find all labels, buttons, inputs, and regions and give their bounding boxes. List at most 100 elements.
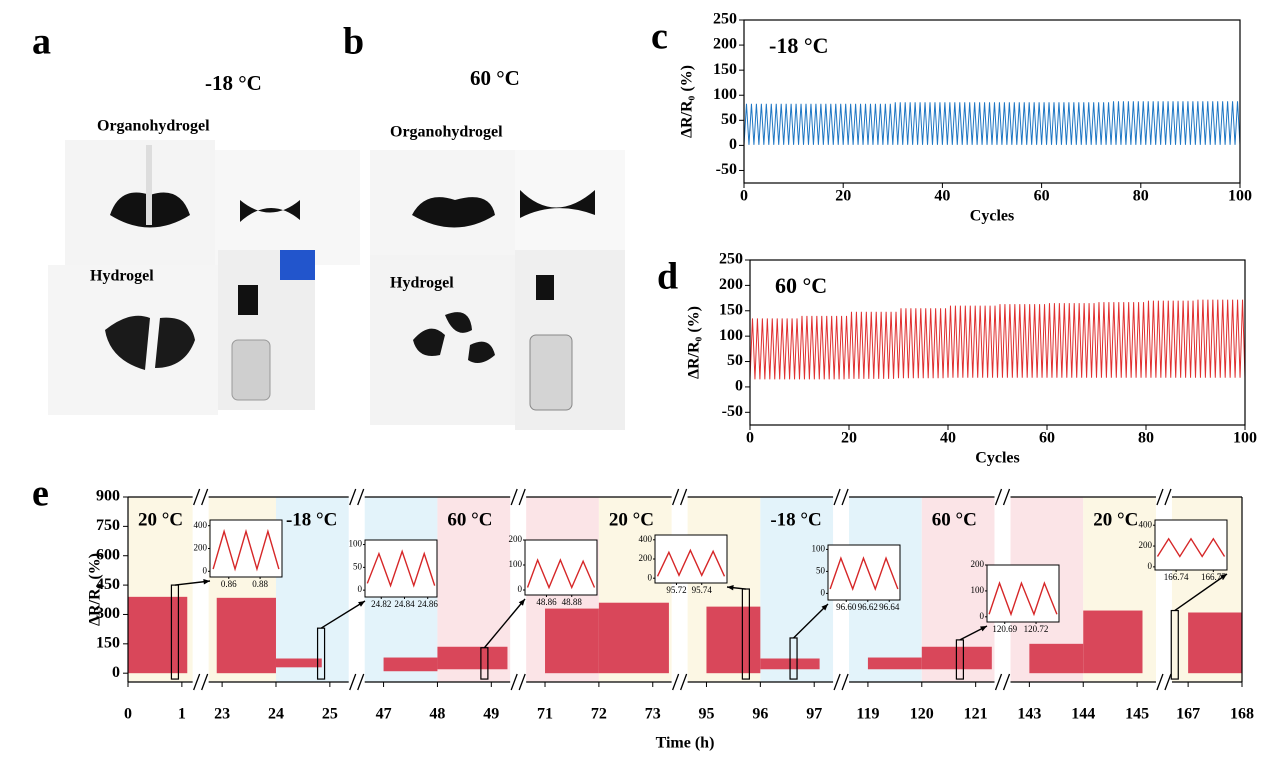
x-tick-label: 168 xyxy=(1230,706,1254,723)
inset-x-tick-label: 120.69 xyxy=(992,624,1017,634)
x-tick-label: 49 xyxy=(483,706,499,723)
axis-break xyxy=(1002,488,1011,506)
arrow-head xyxy=(727,584,734,591)
axis-break xyxy=(833,488,841,506)
inset-y-tick-label: 400 xyxy=(194,520,208,530)
x-tick-label: 0 xyxy=(740,188,748,205)
x-tick-label: 72 xyxy=(591,706,607,723)
axis-break xyxy=(1156,673,1164,691)
axis-break xyxy=(994,488,1003,506)
signal-band xyxy=(275,658,322,668)
x-tick-label: 100 xyxy=(1228,188,1252,205)
callout-arrow xyxy=(793,603,829,639)
x-tick-label: 1 xyxy=(178,706,186,723)
y-tick-label: 150 xyxy=(719,301,743,318)
x-tick-label: 24 xyxy=(268,706,284,723)
sample xyxy=(412,197,495,228)
inset-frame xyxy=(1154,519,1228,571)
y-tick-label: 100 xyxy=(719,327,743,344)
photo-label: Organohydrogel xyxy=(390,124,503,141)
y-tick-label: 0 xyxy=(735,378,743,395)
y-tick-label: -50 xyxy=(716,161,737,178)
x-tick-label: 80 xyxy=(1133,188,1149,205)
data-line xyxy=(743,101,1241,145)
inset-frame xyxy=(524,539,598,596)
plot-frame xyxy=(743,19,1241,184)
sample xyxy=(536,275,554,300)
y-tick-label: 750 xyxy=(96,517,120,534)
x-tick-label: 100 xyxy=(1233,430,1257,447)
axis-break xyxy=(833,673,841,691)
signal-band xyxy=(1083,610,1143,674)
inset-line xyxy=(1156,537,1226,558)
photo-panel-a xyxy=(48,140,360,415)
signal-band xyxy=(1029,643,1084,674)
x-tick-label: 121 xyxy=(964,706,988,723)
inset-y-tick-label: 200 xyxy=(194,543,208,553)
axis-break xyxy=(680,673,688,691)
axis-break xyxy=(193,673,201,691)
y-tick-label: 300 xyxy=(96,605,120,622)
annotation: 60 °C xyxy=(775,273,827,298)
axis-break xyxy=(201,488,209,506)
y-tick-label: 50 xyxy=(721,111,737,128)
inset-y-tick-label: 200 xyxy=(1139,540,1153,550)
axis-break xyxy=(672,488,680,506)
x-tick-label: 95 xyxy=(698,706,714,723)
inset-x-tick-label: 24.82 xyxy=(371,599,391,609)
y-tick-label: 600 xyxy=(96,546,120,563)
inset-line xyxy=(366,549,436,588)
y-axis-label: ΔR/R₀ (%) xyxy=(686,306,703,379)
region-label: 20 °C xyxy=(138,509,183,530)
sample xyxy=(520,190,595,218)
axis-break xyxy=(193,488,201,506)
panel-letter: c xyxy=(651,16,668,58)
y-axis-label: ΔR/R₀ (%) xyxy=(87,553,104,626)
x-tick-label: 0 xyxy=(124,706,132,723)
x-axis-label: Cycles xyxy=(975,450,1019,467)
axis-break xyxy=(510,488,518,506)
axis-break xyxy=(680,488,688,506)
x-tick-label: 25 xyxy=(322,706,338,723)
photo-label: Hydrogel xyxy=(90,268,154,285)
inset-y-tick-label: 50 xyxy=(816,565,826,575)
x-tick-label: 80 xyxy=(1138,430,1154,447)
plot-frame xyxy=(749,259,1246,426)
x-tick-label: 20 xyxy=(835,188,851,205)
panel-letter: e xyxy=(32,473,49,515)
axis-break xyxy=(349,488,357,506)
temperature-label: 60 °C xyxy=(470,66,520,90)
axis-break xyxy=(201,673,209,691)
inset-y-tick-label: 400 xyxy=(1139,519,1153,529)
inset-y-tick-label: 200 xyxy=(639,553,653,563)
temperature-region xyxy=(275,497,349,682)
axis-break xyxy=(510,673,518,691)
y-tick-label: 0 xyxy=(112,664,120,681)
axis-break xyxy=(357,488,365,506)
inset-y-tick-label: 200 xyxy=(509,534,523,544)
region-label: 60 °C xyxy=(447,509,492,530)
inset-line xyxy=(988,581,1058,617)
arrow-head xyxy=(821,604,828,611)
axis-break xyxy=(841,488,849,506)
x-tick-label: 47 xyxy=(376,706,392,723)
arrow-head xyxy=(1220,574,1227,580)
signal-band xyxy=(437,646,508,670)
signal-band xyxy=(706,606,761,674)
inset-y-tick-label: 100 xyxy=(349,539,363,549)
x-tick-label: 97 xyxy=(806,706,822,723)
inset-line xyxy=(829,556,899,592)
panel-letter: a xyxy=(32,21,51,63)
y-tick-label: 250 xyxy=(713,11,737,28)
inset-frame xyxy=(364,539,438,598)
sample xyxy=(105,315,195,370)
signal-band xyxy=(867,657,922,670)
signal-band xyxy=(128,596,188,674)
inset-x-tick-label: 0.86 xyxy=(221,579,237,589)
y-tick-label: 50 xyxy=(727,352,743,369)
inset-y-tick-label: 0 xyxy=(203,565,208,575)
inset-line xyxy=(526,558,596,590)
axis-break xyxy=(518,488,526,506)
inset-x-tick-label: 96.60 xyxy=(836,602,857,612)
x-tick-label: 145 xyxy=(1125,706,1149,723)
